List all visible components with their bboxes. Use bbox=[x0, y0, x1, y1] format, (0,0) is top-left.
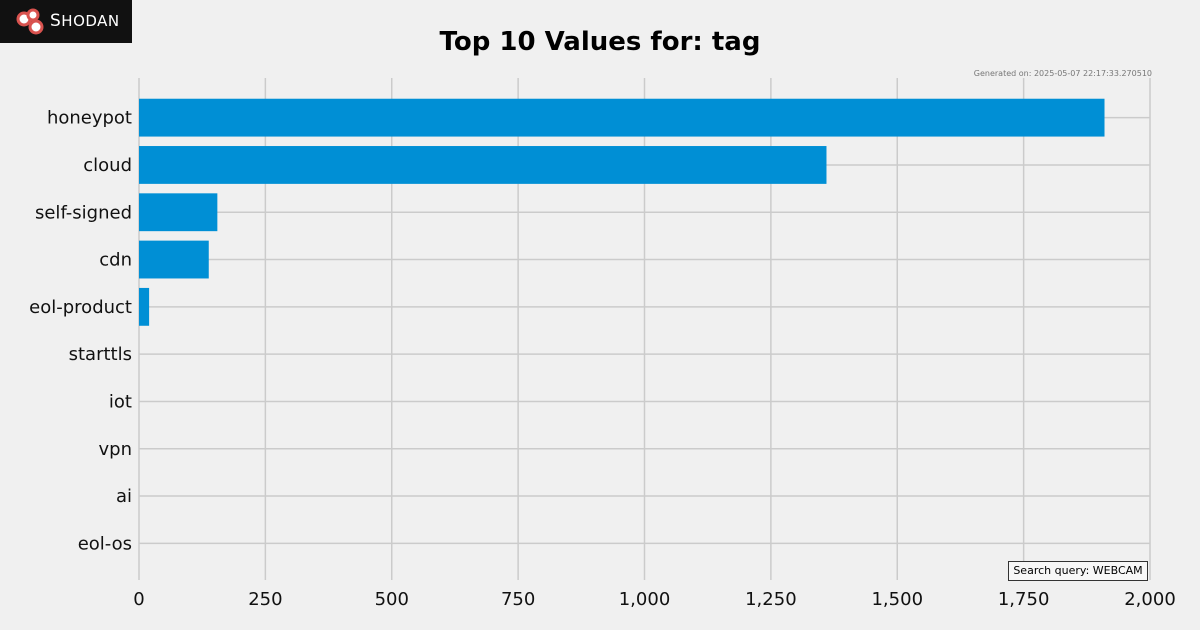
y-tick-label: starttls bbox=[69, 344, 132, 365]
y-tick-label: vpn bbox=[99, 439, 133, 460]
y-tick-label: eol-os bbox=[78, 533, 132, 554]
generated-timestamp: Generated on: 2025-05-07 22:17:33.270510 bbox=[973, 69, 1152, 78]
x-tick-label: 1,250 bbox=[745, 589, 797, 610]
y-tick-label: eol-product bbox=[29, 297, 132, 318]
x-tick-label: 750 bbox=[501, 589, 535, 610]
x-tick-label: 250 bbox=[248, 589, 282, 610]
x-tick-label: 1,750 bbox=[998, 589, 1050, 610]
bar-self-signed bbox=[139, 193, 218, 232]
x-tick-label: 0 bbox=[133, 589, 144, 610]
y-tick-label: cloud bbox=[83, 155, 132, 176]
y-tick-label: self-signed bbox=[35, 202, 132, 223]
y-tick-label: cdn bbox=[99, 250, 132, 271]
chart-title: Top 10 Values for: tag bbox=[439, 27, 761, 57]
shodan-logo-icon bbox=[16, 8, 44, 35]
bar-cdn bbox=[139, 240, 209, 279]
x-tick-label: 1,500 bbox=[871, 589, 923, 610]
x-tick-label: 2,000 bbox=[1124, 589, 1176, 610]
x-tick-label: 500 bbox=[375, 589, 409, 610]
bar-cloud bbox=[139, 146, 827, 184]
y-tick-label: iot bbox=[109, 391, 132, 412]
search-query-box: Search query: WEBCAM bbox=[1008, 561, 1148, 581]
y-tick-label: ai bbox=[116, 486, 132, 507]
shodan-logo-text: SHODAN bbox=[50, 11, 120, 31]
bar-honeypot bbox=[139, 98, 1105, 137]
x-tick-label: 1,000 bbox=[619, 589, 671, 610]
y-tick-label: honeypot bbox=[47, 108, 132, 129]
bar-eol-product bbox=[139, 287, 150, 326]
shodan-logo: SHODAN bbox=[0, 0, 132, 43]
